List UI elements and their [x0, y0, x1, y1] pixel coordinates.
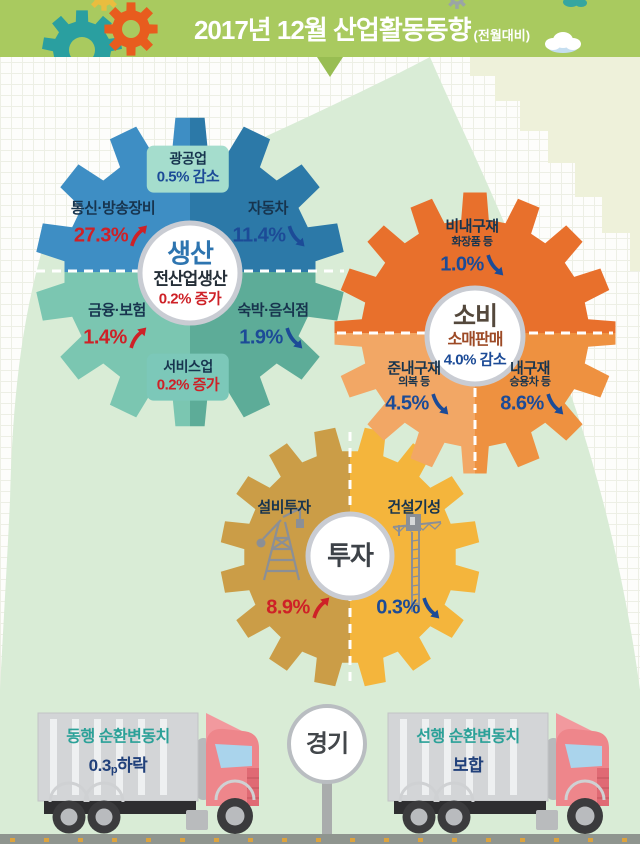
consumption-hub-circle [424, 285, 526, 387]
period-note: (전월대비) [473, 28, 531, 43]
investment-hub-circle [305, 511, 395, 601]
sign-pole [322, 780, 332, 836]
header-pointer [317, 57, 343, 77]
header-decorations [42, 0, 587, 57]
teal-cloud-icon [563, 0, 587, 7]
consumption-gear [334, 192, 616, 474]
tiny-gear-icon [448, 0, 466, 9]
small-gear-icon [91, 0, 117, 11]
production-hub-circle [137, 220, 243, 326]
truck-left [37, 712, 259, 834]
teal-gear-icon [42, 10, 122, 57]
oil-derrick-icon [256, 507, 304, 581]
sign-circle [287, 704, 367, 836]
page-title: 2017년 12월 산업활동동향 [193, 15, 472, 45]
mountain-yellow [470, 57, 640, 271]
wheel-icon [52, 798, 253, 834]
tower-crane-icon [392, 514, 442, 612]
road-dashes [10, 838, 627, 842]
cloud-icon [545, 32, 581, 53]
investment-gear [220, 427, 480, 687]
